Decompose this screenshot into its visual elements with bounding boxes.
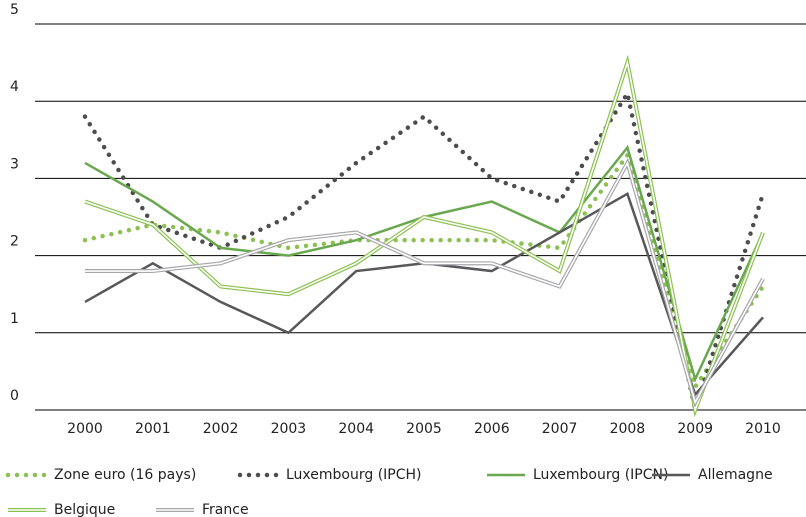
series-line xyxy=(82,87,766,419)
x-tick-label: 2009 xyxy=(677,421,713,437)
x-tick-label: 2008 xyxy=(610,421,646,437)
y-tick-label: 2 xyxy=(10,234,19,250)
y-tick-label: 0 xyxy=(10,388,19,404)
y-tick-label: 1 xyxy=(10,311,19,327)
x-tick-label: 2010 xyxy=(745,421,781,437)
x-tick-label: 2005 xyxy=(406,421,442,437)
y-tick-label: 5 xyxy=(10,2,19,18)
series-line xyxy=(82,150,766,393)
x-tick-label: 2003 xyxy=(271,421,307,437)
legend-label: Zone euro (16 pays) xyxy=(54,467,196,483)
x-tick-label: 2004 xyxy=(338,421,374,437)
legend-label: Luxembourg (IPCN) xyxy=(533,467,668,483)
y-tick-label: 4 xyxy=(10,79,19,95)
legend-label: France xyxy=(202,502,249,517)
x-tick-label: 2001 xyxy=(135,421,171,437)
x-tick-label: 2000 xyxy=(67,421,103,437)
y-tick-label: 3 xyxy=(10,156,19,172)
legend-label: Allemagne xyxy=(698,467,773,483)
legend-label: Belgique xyxy=(54,502,115,517)
legend-label: Luxembourg (IPCH) xyxy=(286,467,422,483)
line-inner xyxy=(85,160,764,405)
x-tick-label: 2002 xyxy=(203,421,239,437)
x-tick-label: 2007 xyxy=(542,421,578,437)
x-tick-label: 2006 xyxy=(474,421,510,437)
